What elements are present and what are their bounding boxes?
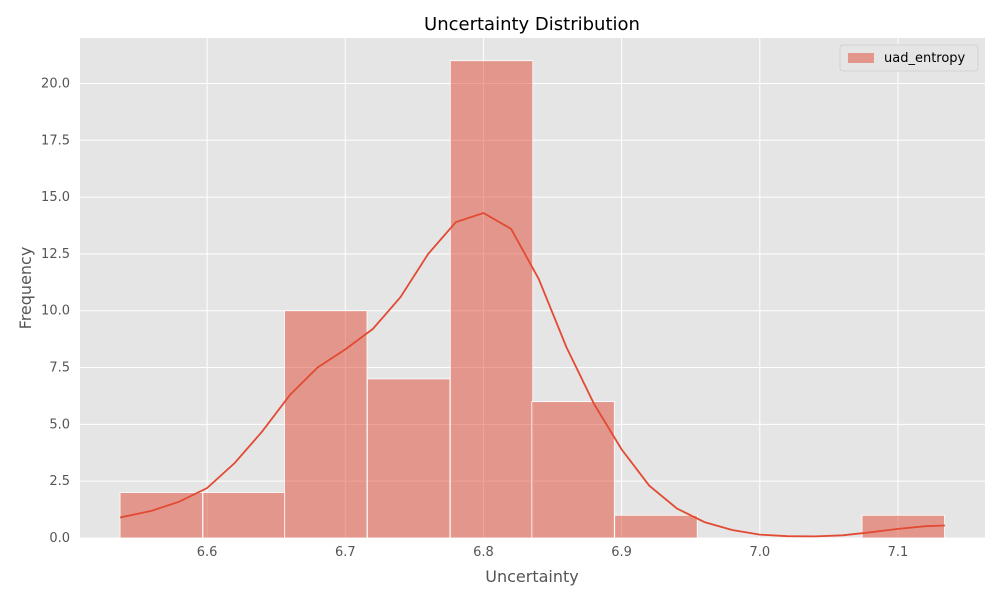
x-tick-label: 7.0 bbox=[749, 545, 770, 560]
y-tick-label: 0.0 bbox=[49, 531, 70, 546]
kde-curve bbox=[119, 212, 945, 538]
x-tick-label: 6.8 bbox=[473, 545, 494, 560]
legend-label: uad_entropy bbox=[884, 51, 966, 66]
histogram-bar bbox=[449, 60, 534, 539]
y-tick-label: 2.5 bbox=[49, 474, 70, 489]
histogram-bar bbox=[202, 492, 286, 539]
x-axis-label: Uncertainty bbox=[485, 567, 578, 586]
histogram-bar bbox=[531, 401, 615, 539]
histogram-bar bbox=[614, 514, 698, 539]
legend-swatch bbox=[848, 53, 874, 63]
histogram-bar bbox=[284, 310, 368, 539]
y-axis-label: Frequency bbox=[16, 247, 35, 330]
y-tick-label: 12.5 bbox=[41, 247, 70, 262]
legend-box bbox=[839, 44, 979, 72]
y-tick-label: 15.0 bbox=[41, 190, 70, 205]
x-tick-label: 6.9 bbox=[611, 545, 632, 560]
y-tick-label: 17.5 bbox=[41, 133, 70, 148]
y-tick-label: 5.0 bbox=[49, 417, 70, 432]
chart-title: Uncertainty Distribution bbox=[424, 14, 640, 35]
x-tick-labels: 6.6 6.7 6.8 6.9 7.0 7.1 bbox=[197, 545, 909, 560]
histogram-bar bbox=[861, 514, 945, 539]
y-tick-label: 20.0 bbox=[41, 76, 70, 91]
y-tick-label: 7.5 bbox=[49, 361, 70, 376]
histogram-bar bbox=[366, 378, 451, 539]
x-tick-label: 6.6 bbox=[197, 545, 218, 560]
legend: uad_entropy bbox=[839, 44, 979, 72]
x-tick-label: 6.7 bbox=[335, 545, 356, 560]
x-tick-label: 7.1 bbox=[888, 545, 909, 560]
y-tick-labels: 0.0 2.5 5.0 7.5 10.0 12.5 15.0 17.5 20.0 bbox=[41, 76, 70, 546]
y-tick-label: 10.0 bbox=[41, 304, 70, 319]
histogram-bars bbox=[119, 60, 945, 539]
